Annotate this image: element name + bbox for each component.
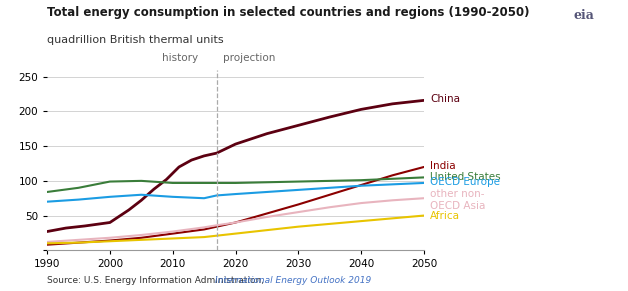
Text: OECD Europe: OECD Europe: [430, 177, 500, 187]
Text: China: China: [430, 94, 460, 104]
Text: projection: projection: [223, 53, 275, 63]
Text: quadrillion British thermal units: quadrillion British thermal units: [47, 35, 224, 45]
Text: other non-
OECD Asia: other non- OECD Asia: [430, 189, 485, 211]
Text: International Energy Outlook 2019: International Energy Outlook 2019: [215, 276, 372, 285]
Text: history: history: [161, 53, 198, 63]
Text: Source: U.S. Energy Information Administration,: Source: U.S. Energy Information Administ…: [47, 276, 267, 285]
Text: United States: United States: [430, 172, 501, 182]
Text: Total energy consumption in selected countries and regions (1990-2050): Total energy consumption in selected cou…: [47, 6, 529, 19]
Text: India: India: [430, 161, 456, 171]
Text: eia: eia: [573, 9, 595, 22]
Text: Africa: Africa: [430, 211, 460, 221]
